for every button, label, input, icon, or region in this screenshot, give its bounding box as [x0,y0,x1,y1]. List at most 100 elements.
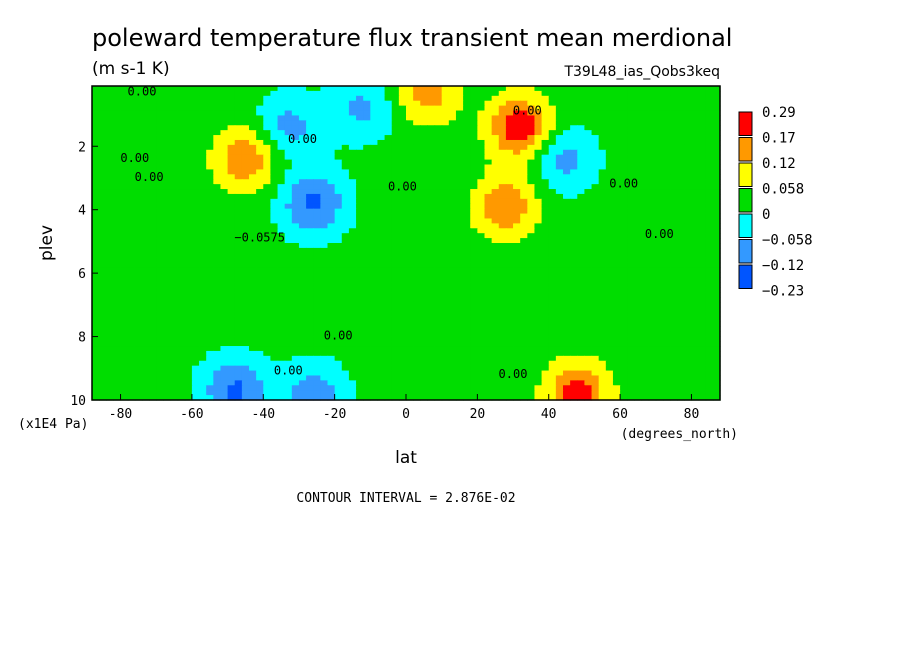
field-cell [298,341,307,347]
field-cell [370,154,379,161]
field-cell [627,252,635,259]
field-cell [113,218,122,224]
field-cell [227,208,236,215]
field-cell [277,238,286,244]
field-cell [612,316,621,323]
field-cell [505,179,514,185]
field-cell [598,115,607,121]
field-cell [677,184,685,190]
field-cell [598,223,607,229]
field-cell [598,346,607,352]
field-cell [484,311,493,318]
field-cell [277,243,286,249]
field-cell [520,95,528,102]
field-cell [520,243,528,249]
field-cell [227,193,236,200]
field-cell [127,336,136,342]
field-cell [484,326,493,332]
field-cell [648,100,657,107]
field-cell [555,105,564,112]
field-cell [227,267,236,274]
field-cell [577,125,586,131]
field-cell [270,223,279,229]
field-cell [377,243,386,249]
field-cell [427,223,436,229]
field-cell [598,301,607,308]
field-cell [384,86,393,92]
field-cell [655,105,664,112]
field-cell [691,189,700,195]
field-cell [505,228,514,234]
field-cell [584,346,593,352]
field-cell [413,326,421,332]
field-cell [534,193,543,200]
field-cell [513,267,521,274]
field-cell [634,243,643,249]
field-cell [141,149,150,156]
field-cell [199,360,207,367]
field-cell [570,203,578,210]
field-cell [434,233,443,239]
field-cell [620,90,628,97]
field-cell [398,252,407,259]
field-cell [206,331,214,337]
field-cell [520,135,528,141]
field-cell [356,105,364,112]
field-cell [548,243,557,249]
field-cell [527,110,536,117]
field-cell [634,233,643,239]
field-cell [263,213,272,220]
field-cell [134,301,143,308]
field-cell [448,316,457,323]
field-cell [463,100,471,107]
field-cell [691,341,700,347]
field-cell [141,257,150,264]
field-cell [99,282,107,288]
field-cell [313,350,321,357]
field-cell [691,174,700,180]
field-cell [655,125,664,131]
field-cell [534,208,543,215]
field-cell [313,282,321,288]
field-cell [484,135,493,141]
field-cell [648,223,657,229]
field-cell [234,189,243,195]
field-cell [156,184,164,190]
field-cell [677,262,685,269]
field-cell [705,331,714,337]
field-cell [227,90,236,97]
field-cell [120,193,129,200]
field-cell [434,184,443,190]
field-cell [199,110,207,117]
field-cell [313,287,321,293]
field-cell [491,144,500,151]
field-cell [434,316,443,323]
field-cell [612,233,621,239]
field-cell [698,355,707,362]
field-cell [241,257,250,264]
field-cell [99,213,107,220]
field-cell [563,164,571,171]
field-cell [570,213,578,220]
field-cell [320,193,329,200]
field-cell [156,262,164,269]
field-cell [384,208,393,215]
field-cell [92,262,100,269]
field-cell [655,189,664,195]
field-cell [241,331,250,337]
field-cell [270,130,279,136]
field-cell [391,331,400,337]
field-cell [577,100,586,107]
field-cell [584,350,593,357]
field-cell [92,203,100,210]
field-cell [712,262,721,269]
field-cell [391,135,400,141]
field-cell [541,120,550,126]
field-cell [213,321,222,328]
field-cell [149,272,157,278]
field-cell [348,277,357,283]
field-cell [534,321,543,328]
field-cell [420,105,429,112]
field-cell [113,174,122,180]
field-cell [434,311,443,318]
